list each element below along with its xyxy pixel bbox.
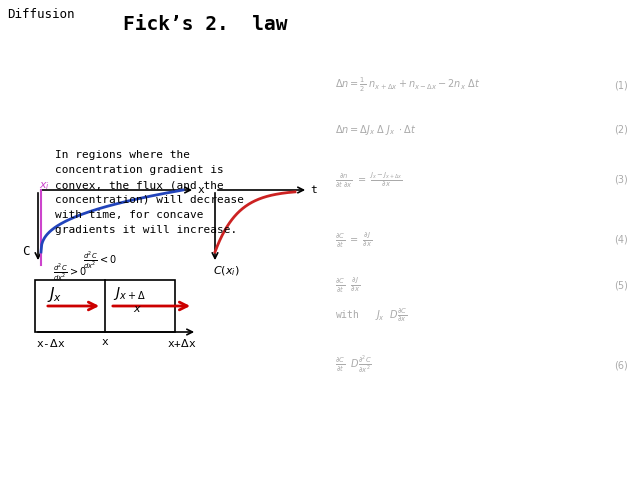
Text: C: C: [22, 245, 30, 258]
Text: Fick’s 2.  law: Fick’s 2. law: [123, 15, 287, 34]
Text: $\Delta n = \Delta J_x\ \Delta\ J_x\ \cdot \Delta t$: $\Delta n = \Delta J_x\ \Delta\ J_x\ \cd…: [335, 123, 417, 137]
Text: t: t: [310, 185, 317, 195]
Text: convex, the flux (and the: convex, the flux (and the: [55, 180, 224, 190]
Text: $\frac{d^2C}{dx^2} < 0$: $\frac{d^2C}{dx^2} < 0$: [83, 250, 116, 271]
Text: $\frac{\partial C}{\partial t}\ \ D\frac{\partial^2 C}{\partial x^2}$: $\frac{\partial C}{\partial t}\ \ D\frac…: [335, 355, 372, 375]
Text: concentration) will decrease: concentration) will decrease: [55, 195, 244, 205]
Text: $\Delta n = \frac{1}{2}\ n_{x+\Delta x} + n_{x-\Delta x} - 2n_x\ \Delta t$: $\Delta n = \frac{1}{2}\ n_{x+\Delta x} …: [335, 76, 481, 94]
Text: $\frac{\partial n}{\partial t\ \partial x}\ =\ \frac{J_x - J_{x+\Delta x}}{\part: $\frac{\partial n}{\partial t\ \partial …: [335, 170, 403, 190]
Text: Diffusion: Diffusion: [7, 8, 74, 21]
Text: with time, for concave: with time, for concave: [55, 210, 204, 220]
Text: x: x: [198, 185, 205, 195]
Text: $\frac{\partial C}{\partial t}\ \ \frac{\partial J}{\partial x}$: $\frac{\partial C}{\partial t}\ \ \frac{…: [335, 275, 360, 295]
Text: (3): (3): [614, 175, 628, 185]
Text: with   $J_x\ \ D\frac{\partial C}{\partial x}$: with $J_x\ \ D\frac{\partial C}{\partial…: [335, 306, 408, 324]
Text: x-$\Delta$x: x-$\Delta$x: [36, 337, 65, 349]
Text: $x$: $x$: [133, 304, 142, 314]
Text: $J_x$: $J_x$: [47, 285, 62, 304]
Text: x: x: [102, 337, 109, 347]
Text: x+$\Delta$x: x+$\Delta$x: [167, 337, 196, 349]
Text: gradients it will increase.: gradients it will increase.: [55, 225, 237, 235]
Text: $\frac{\partial C}{\partial t}\ =\ \frac{\partial J}{\partial x}$: $\frac{\partial C}{\partial t}\ =\ \frac…: [335, 230, 372, 250]
Text: $x_i$: $x_i$: [39, 180, 50, 192]
Text: (2): (2): [614, 125, 628, 135]
Text: $\frac{d^2C}{dx^2} > 0$: $\frac{d^2C}{dx^2} > 0$: [53, 262, 86, 283]
Text: (6): (6): [614, 360, 628, 370]
Text: (5): (5): [614, 280, 628, 290]
Text: In regions where the: In regions where the: [55, 150, 190, 160]
Text: (1): (1): [614, 80, 628, 90]
Text: $J_{x+\Delta}$: $J_{x+\Delta}$: [113, 285, 146, 302]
Text: concentration gradient is: concentration gradient is: [55, 165, 224, 175]
Text: $C(x_i)$: $C(x_i)$: [213, 264, 239, 277]
Text: (4): (4): [614, 235, 628, 245]
